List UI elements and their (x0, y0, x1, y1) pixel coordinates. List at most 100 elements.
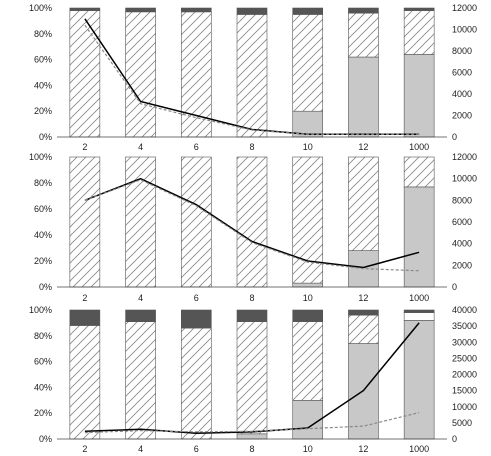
bar-segment-hatch (125, 156, 156, 288)
bar-segment-hatch (348, 156, 379, 251)
y2-tick-label: 10000 (452, 402, 477, 412)
y-tick-label: 0% (39, 282, 52, 292)
x-tick-label: 8 (249, 142, 254, 152)
y2-tick-label: 5000 (452, 418, 472, 428)
bar-segment-dark (125, 309, 156, 322)
x-tick-label: 4 (138, 293, 143, 303)
x-tick-label: 12 (358, 444, 368, 454)
series-line-dashed (84, 179, 420, 272)
y2-tick-label: 2000 (452, 111, 472, 121)
bar-segment-dark (403, 7, 435, 11)
bar-segment-dark (292, 7, 324, 15)
bar-segment-gray (348, 56, 379, 138)
y-tick-label: 0% (39, 132, 52, 142)
x-tick-label: 2 (82, 142, 87, 152)
y2-tick-label: 12000 (452, 3, 477, 13)
bar-segment-hatch (403, 10, 435, 55)
x-tick-label: 10 (303, 142, 313, 152)
x-tick-label: 2 (82, 293, 87, 303)
y2-tick-label: 10000 (452, 174, 477, 184)
y2-tick-label: 2000 (452, 260, 472, 270)
y2-tick-label: 30000 (452, 337, 477, 347)
y2-tick-label: 25000 (452, 353, 477, 363)
bar-segment-gray (292, 282, 324, 288)
bar-segment-gray (403, 186, 435, 288)
x-tick-label: 1000 (409, 293, 429, 303)
bar-segment-dark (348, 7, 379, 14)
y2-tick-label: 8000 (452, 195, 472, 205)
panel-2-chart: 0% 20% 40% 60% 80% 100% 0 2000 4000 6000 8000 10000… (29, 152, 477, 303)
bar-segment-hatch (292, 321, 324, 401)
y2-tick-label: 8000 (452, 46, 472, 56)
bar-segment-hatch (348, 314, 379, 344)
y-tick-label: 0% (39, 434, 52, 444)
bar-segment-dark (180, 7, 212, 13)
x-tick-label: 12 (358, 293, 368, 303)
bar-segment-hatch (69, 325, 101, 440)
bar-segment-dark (236, 7, 268, 15)
y-tick-label: 80% (34, 178, 52, 188)
y-tick-label: 100% (29, 305, 52, 315)
x-tick-label: 4 (138, 142, 143, 152)
y2-tick-label: 0 (452, 282, 457, 292)
y-tick-label: 20% (34, 408, 52, 418)
bar-segment-hatch (292, 156, 324, 284)
y-tick-label: 80% (34, 29, 52, 39)
bar-segment-hatch (125, 321, 156, 440)
y-tick-label: 60% (34, 204, 52, 214)
bar-segment-hatch (125, 11, 156, 138)
bar-segment-hatch (292, 14, 324, 112)
bar-segment-hatch (69, 10, 101, 138)
x-tick-label: 8 (249, 444, 254, 454)
y2-tick-label: 6000 (452, 217, 472, 227)
bar-segment-dark (180, 309, 212, 329)
x-tick-label: 8 (249, 293, 254, 303)
bar-segment-hatch (236, 14, 268, 138)
y-tick-label: 100% (29, 152, 52, 162)
bar-segment-dark (403, 309, 435, 313)
x-tick-label: 6 (194, 142, 199, 152)
y-tick-label: 60% (34, 357, 52, 367)
y2-tick-label: 12000 (452, 152, 477, 162)
y-tick-label: 60% (34, 55, 52, 65)
y-tick-label: 40% (34, 80, 52, 90)
series-line-dashed (84, 412, 420, 434)
y2-tick-label: 0 (452, 434, 457, 444)
x-tick-label: 10 (303, 444, 313, 454)
bar-segment-gray (292, 399, 324, 440)
x-tick-label: 12 (358, 142, 368, 152)
series-line-dashed (84, 24, 420, 135)
bar-segment-gray (236, 433, 268, 440)
panel-1-chart: 0% 20% 40% 60% 80% 100% 0 2000 4000 6000 8000 10000… (29, 3, 477, 152)
bar-segment-dark (236, 309, 268, 322)
bar-segment-dark (69, 7, 101, 11)
bar-segment-hatch (403, 156, 435, 188)
y2-tick-label: 0 (452, 132, 457, 142)
bar-segment-gray (403, 54, 435, 138)
bar-segment-dark (348, 309, 379, 316)
bar-segment-hatch (180, 327, 212, 440)
bar-segment-white (403, 312, 435, 321)
x-tick-label: 4 (138, 444, 143, 454)
bar-segment-hatch (180, 156, 212, 288)
x-tick-label: 1000 (409, 444, 429, 454)
y-tick-label: 20% (34, 256, 52, 266)
bar-segment-hatch (236, 156, 268, 288)
x-tick-label: 10 (303, 293, 313, 303)
y2-tick-label: 35000 (452, 321, 477, 331)
y-tick-label: 80% (34, 331, 52, 341)
y2-tick-label: 15000 (452, 386, 477, 396)
bar-segment-dark (69, 309, 101, 326)
bar-segment-hatch (69, 156, 101, 288)
bar-segment-dark (125, 7, 156, 13)
y2-tick-label: 20000 (452, 370, 477, 380)
bar-segment-dark (292, 309, 324, 322)
y-tick-label: 40% (34, 230, 52, 240)
bar-segment-hatch (236, 321, 268, 435)
y2-tick-label: 4000 (452, 89, 472, 99)
y-tick-label: 40% (34, 382, 52, 392)
series-line-solid (84, 177, 420, 269)
y-tick-label: 100% (29, 3, 52, 13)
y2-tick-label: 4000 (452, 239, 472, 249)
